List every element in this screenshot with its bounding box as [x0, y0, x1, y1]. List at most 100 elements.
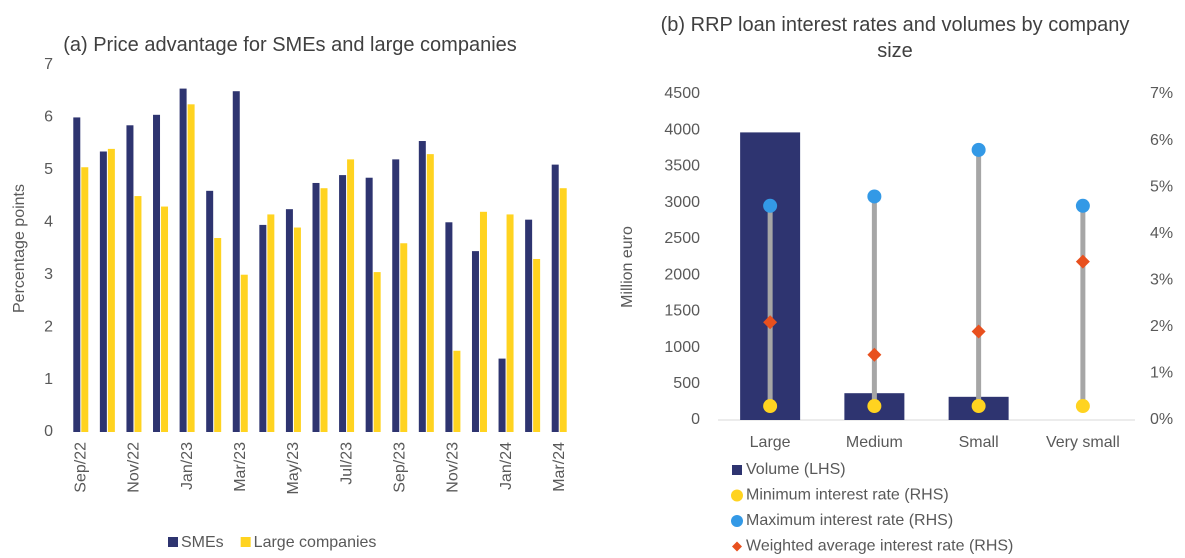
legend-swatch	[731, 489, 743, 502]
y-tick-label: 2	[44, 318, 53, 335]
bar	[453, 350, 461, 432]
bar	[259, 224, 267, 432]
bar	[525, 219, 533, 432]
x-tick-label: Nov/23	[445, 442, 462, 493]
y-tick-label: 500	[673, 375, 700, 392]
y-tick-label: 6	[44, 109, 53, 126]
y-tick-label: 2000	[664, 266, 700, 283]
bar	[339, 175, 347, 432]
bar	[153, 114, 161, 433]
bar	[471, 251, 479, 432]
bar	[551, 164, 559, 432]
bar	[134, 196, 142, 432]
x-tick-label: Sep/22	[73, 442, 90, 493]
bar	[479, 211, 487, 432]
y2-tick-label: 2%	[1150, 318, 1173, 335]
bar	[559, 188, 567, 432]
diamond-marker	[867, 347, 882, 362]
diamond-marker	[971, 324, 986, 339]
legend-label: Minimum interest rate (RHS)	[746, 487, 949, 504]
bar	[107, 148, 115, 432]
y2-tick-label: 1%	[1150, 365, 1173, 382]
legend-swatch	[731, 515, 743, 527]
y-tick-label: 0	[44, 423, 53, 440]
point-marker	[971, 142, 986, 157]
diamond-marker	[1075, 254, 1090, 269]
y2-tick-label: 3%	[1150, 272, 1173, 289]
bar	[232, 91, 240, 432]
y-tick-label: 3	[44, 266, 53, 283]
chart-title: (b) RRP loan interest rates and volumes …	[660, 14, 1130, 62]
x-tick-label: Mar/24	[551, 442, 568, 492]
y-tick-label: 2500	[664, 230, 700, 247]
point-marker	[763, 399, 778, 414]
x-tick-label: Jul/23	[338, 442, 355, 485]
x-tick-label: Medium	[846, 434, 903, 451]
y-tick-label: 5	[44, 161, 53, 178]
bar	[187, 104, 195, 433]
bar	[285, 209, 293, 432]
bar	[506, 214, 514, 432]
x-tick-label: Sep/23	[391, 442, 408, 493]
bar	[81, 167, 89, 432]
y-axis-label: Percentage points	[11, 184, 28, 313]
legend-swatch	[240, 537, 251, 547]
x-tick-label: Small	[959, 434, 999, 451]
bar	[320, 188, 328, 432]
bar	[392, 159, 400, 432]
legend-swatch	[732, 465, 742, 475]
y2-tick-label: 6%	[1150, 132, 1173, 149]
y2-tick-label: 5%	[1150, 178, 1173, 195]
bar	[126, 125, 134, 433]
y-tick-label: 1500	[664, 303, 700, 320]
point-marker	[867, 399, 882, 414]
bar	[533, 258, 541, 432]
legend-label: Weighted average interest rate (RHS)	[746, 538, 1013, 555]
chart-title: (a) Price advantage for SMEs and large c…	[63, 34, 517, 56]
bar	[445, 222, 453, 432]
bar	[99, 151, 107, 432]
x-tick-label: Large	[750, 434, 791, 451]
bar	[400, 243, 408, 432]
bar	[418, 141, 426, 432]
diamond-marker	[763, 315, 778, 330]
x-tick-label: Mar/23	[232, 442, 249, 492]
point-marker	[1075, 399, 1090, 414]
bar	[267, 214, 275, 432]
bar	[161, 206, 169, 432]
legend-swatch	[168, 537, 178, 547]
bar	[347, 159, 355, 432]
bar	[373, 272, 381, 432]
legend-label: Volume (LHS)	[746, 461, 846, 478]
bar	[365, 177, 373, 432]
y2-tick-label: 4%	[1150, 225, 1173, 242]
x-tick-label: Jan/24	[498, 442, 515, 490]
legend-swatch	[732, 541, 742, 552]
bar	[240, 274, 248, 432]
y-tick-label: 4	[44, 214, 53, 231]
y2-tick-label: 0%	[1150, 411, 1173, 428]
x-tick-label: Jan/23	[179, 442, 196, 490]
point-marker	[1075, 198, 1090, 213]
x-tick-label: May/23	[285, 442, 302, 495]
bar	[312, 182, 320, 432]
x-tick-label: Nov/22	[126, 442, 143, 493]
legend-label: SMEs	[181, 534, 224, 551]
point-marker	[867, 189, 882, 204]
x-tick-label: Very small	[1046, 434, 1120, 451]
y-tick-label: 4500	[664, 85, 700, 102]
y-tick-label: 4000	[664, 121, 700, 138]
legend-label: Maximum interest rate (RHS)	[746, 512, 953, 529]
y-tick-label: 3500	[664, 158, 700, 175]
legend-label: Large companies	[254, 534, 377, 551]
y-tick-label: 1000	[664, 339, 700, 356]
bar	[73, 117, 81, 432]
bar	[426, 154, 434, 432]
bar	[293, 227, 301, 432]
bar	[498, 358, 506, 432]
y-axis-label: Million euro	[619, 226, 636, 308]
bar	[214, 238, 222, 432]
bar	[206, 190, 214, 432]
